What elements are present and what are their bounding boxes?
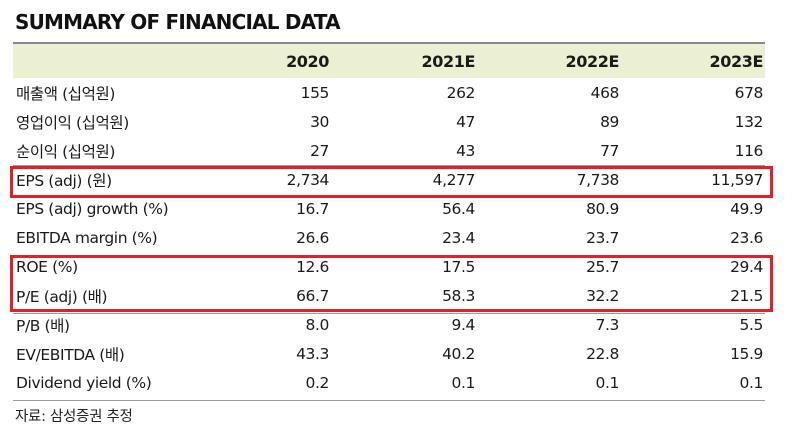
cell-2023e: 678 bbox=[734, 83, 764, 102]
row-label: 순이익 (십억원) bbox=[16, 142, 115, 161]
cell-2021e: 262 bbox=[446, 83, 476, 102]
roe-pe-highlight-box bbox=[10, 255, 773, 312]
column-header-2020: 2020 bbox=[286, 51, 329, 71]
cell-2021e: 58.3 bbox=[442, 286, 475, 305]
cell-2021e: 43 bbox=[456, 141, 475, 160]
cell-2022e: 468 bbox=[590, 83, 620, 102]
table-row-operating-profit: 영업이익 (십억원) 30 47 89 132 bbox=[13, 107, 765, 136]
cell-2021e: 9.4 bbox=[451, 315, 476, 334]
cell-2020: 2,734 bbox=[286, 170, 330, 189]
cell-2021e: 0.1 bbox=[451, 373, 476, 392]
cell-2022e: 80.9 bbox=[586, 199, 619, 218]
title-divider bbox=[13, 42, 765, 44]
row-label: EPS (adj) (원) bbox=[16, 171, 112, 190]
cell-2021e: 40.2 bbox=[442, 344, 475, 363]
table-row-pb: P/B (배) 8.0 9.4 7.3 5.5 bbox=[13, 310, 765, 339]
row-label: 매출액 (십억원) bbox=[16, 84, 115, 103]
table-row-roe: ROE (%) 12.6 17.5 25.7 29.4 bbox=[13, 252, 765, 281]
cell-2020: 66.7 bbox=[296, 286, 329, 305]
financial-summary-table: 2020 2021E 2022E 2023E 매출액 (십억원) 155 262… bbox=[13, 44, 765, 397]
table-row-eps-growth: EPS (adj) growth (%) 16.7 56.4 80.9 49.9 bbox=[13, 194, 765, 223]
cell-2020: 155 bbox=[300, 83, 330, 102]
cell-2022e: 25.7 bbox=[586, 257, 619, 276]
cell-2022e: 7.3 bbox=[595, 315, 620, 334]
cell-2022e: 7,738 bbox=[576, 170, 620, 189]
cell-2022e: 77 bbox=[600, 141, 619, 160]
table-header-row: 2020 2021E 2022E 2023E bbox=[13, 44, 765, 78]
cell-2022e: 22.8 bbox=[586, 344, 619, 363]
row-group-divider bbox=[13, 313, 765, 314]
table-row-dividend-yield: Dividend yield (%) 0.2 0.1 0.1 0.1 bbox=[13, 368, 765, 397]
column-header-2021e: 2021E bbox=[421, 51, 476, 71]
table-row-ebitda-margin: EBITDA margin (%) 26.6 23.4 23.7 23.6 bbox=[13, 223, 765, 252]
cell-2022e: 32.2 bbox=[586, 286, 619, 305]
cell-2021e: 23.4 bbox=[442, 228, 475, 247]
cell-2023e: 0.1 bbox=[739, 373, 764, 392]
cell-2020: 27 bbox=[310, 141, 329, 160]
cell-2020: 8.0 bbox=[305, 315, 330, 334]
cell-2023e: 5.5 bbox=[739, 315, 764, 334]
cell-2023e: 49.9 bbox=[730, 199, 763, 218]
table-bottom-rule bbox=[13, 400, 765, 401]
cell-2021e: 17.5 bbox=[442, 257, 475, 276]
cell-2023e: 29.4 bbox=[730, 257, 763, 276]
column-header-2023e: 2023E bbox=[709, 51, 764, 71]
cell-2020: 43.3 bbox=[296, 344, 329, 363]
cell-2023e: 116 bbox=[734, 141, 764, 160]
row-label: EPS (adj) growth (%) bbox=[16, 199, 169, 218]
table-row-revenue: 매출액 (십억원) 155 262 468 678 bbox=[13, 78, 765, 107]
table-row-eps-adj: EPS (adj) (원) 2,734 4,277 7,738 11,597 bbox=[13, 165, 765, 194]
cell-2020: 16.7 bbox=[296, 199, 329, 218]
source-note: 자료: 삼성증권 추정 bbox=[15, 409, 133, 425]
eps-highlight-box bbox=[10, 166, 773, 198]
cell-2023e: 15.9 bbox=[730, 344, 763, 363]
report-title: SUMMARY OF FINANCIAL DATA bbox=[15, 10, 341, 34]
row-label: 영업이익 (십억원) bbox=[16, 113, 129, 132]
cell-2023e: 132 bbox=[734, 112, 764, 131]
cell-2021e: 4,277 bbox=[432, 170, 476, 189]
row-label: Dividend yield (%) bbox=[16, 373, 152, 392]
cell-2023e: 11,597 bbox=[711, 170, 763, 189]
table-row-ev-ebitda: EV/EBITDA (배) 43.3 40.2 22.8 15.9 bbox=[13, 339, 765, 368]
row-label: EV/EBITDA (배) bbox=[16, 345, 125, 364]
cell-2020: 0.2 bbox=[305, 373, 330, 392]
cell-2021e: 56.4 bbox=[442, 199, 475, 218]
column-header-2022e: 2022E bbox=[565, 51, 620, 71]
cell-2020: 12.6 bbox=[296, 257, 329, 276]
table-row-net-profit: 순이익 (십억원) 27 43 77 116 bbox=[13, 136, 765, 165]
cell-2020: 26.6 bbox=[296, 228, 329, 247]
row-label: EBITDA margin (%) bbox=[16, 228, 158, 247]
cell-2022e: 0.1 bbox=[595, 373, 620, 392]
cell-2023e: 23.6 bbox=[730, 228, 763, 247]
cell-2022e: 89 bbox=[600, 112, 619, 131]
row-group-divider bbox=[13, 165, 765, 166]
cell-2022e: 23.7 bbox=[586, 228, 619, 247]
cell-2020: 30 bbox=[310, 112, 329, 131]
cell-2023e: 21.5 bbox=[730, 286, 763, 305]
table-row-pe-adj: P/E (adj) (배) 66.7 58.3 32.2 21.5 bbox=[13, 281, 765, 310]
cell-2021e: 47 bbox=[456, 112, 475, 131]
row-label: P/E (adj) (배) bbox=[16, 287, 108, 306]
row-label: P/B (배) bbox=[16, 316, 70, 335]
row-label: ROE (%) bbox=[16, 257, 78, 276]
